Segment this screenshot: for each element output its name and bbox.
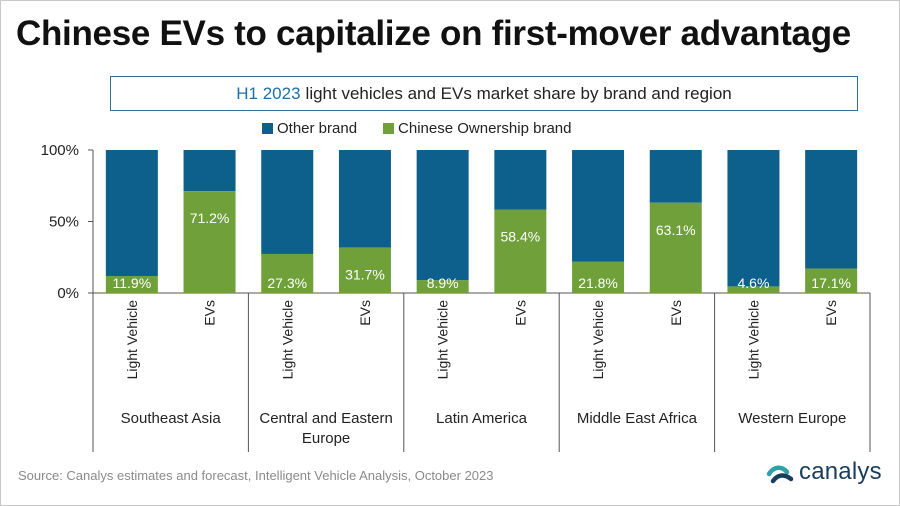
legend-swatch-other xyxy=(262,123,273,134)
bar-chinese-brand xyxy=(649,202,702,293)
legend-item-other: Other brand xyxy=(262,120,357,137)
region-label: Central and Eastern Europe xyxy=(259,410,392,447)
region-label: Southeast Asia xyxy=(121,410,222,427)
subtitle-text: light vehicles and EVs market share by b… xyxy=(305,83,732,103)
bar-chinese-brand xyxy=(805,268,858,293)
canalys-logo-text: canalys xyxy=(799,458,882,485)
bar-chinese-brand xyxy=(416,280,469,293)
category-label: Light Vehicle xyxy=(435,300,451,380)
bar-chinese-brand xyxy=(183,191,236,293)
chart-title: Chinese EVs to capitalize on first-mover… xyxy=(16,14,851,53)
bar-data-label: 27.3% xyxy=(267,275,307,291)
y-tick-label: 50% xyxy=(49,214,79,231)
canalys-logo: canalys xyxy=(765,457,882,487)
bar-chinese-brand xyxy=(105,275,158,293)
bar-other-brand xyxy=(105,150,158,276)
category-label: Light Vehicle xyxy=(590,300,606,380)
bar-data-label: 58.4% xyxy=(500,228,540,244)
bar-data-label: 17.1% xyxy=(811,275,851,291)
subtitle-highlight: H1 2023 xyxy=(236,83,301,103)
bar-other-brand xyxy=(261,150,314,254)
category-label: Light Vehicle xyxy=(124,300,140,380)
bar-data-label: 11.9% xyxy=(113,275,152,291)
y-tick-label: 0% xyxy=(57,285,79,302)
bar-other-brand xyxy=(416,150,469,281)
source-note: Source: Canalys estimates and forecast, … xyxy=(18,468,494,483)
bar-chinese-brand xyxy=(727,286,780,293)
bar-data-label: 31.7% xyxy=(345,267,385,283)
bar-data-label: 8.9% xyxy=(427,275,459,291)
bar-other-brand xyxy=(572,150,625,262)
stacked-bar-chart: 0% 50% 100% 11.9% Light Vehicle 71.2% EVs South… xyxy=(41,142,871,452)
legend-item-chinese: Chinese Ownership brand xyxy=(383,120,571,137)
bar-data-label: 71.2% xyxy=(190,210,230,226)
bar-other-brand xyxy=(649,150,702,203)
chart-subtitle: H1 2023 light vehicles and EVs market sh… xyxy=(110,76,858,111)
region-label: Middle East Africa xyxy=(577,410,698,427)
bar-data-label: 63.1% xyxy=(656,222,696,238)
bar-other-brand xyxy=(494,150,547,210)
legend-swatch-chinese xyxy=(383,123,395,134)
category-label: EVs xyxy=(823,300,839,326)
category-label: EVs xyxy=(202,300,218,326)
bar-data-label: 21.8% xyxy=(578,275,618,291)
category-label: EVs xyxy=(512,300,528,326)
bar-other-brand xyxy=(183,150,236,192)
bar-other-brand xyxy=(338,150,391,248)
bar-chinese-brand xyxy=(572,261,625,293)
category-label: EVs xyxy=(668,300,684,326)
region-label: Latin America xyxy=(436,410,528,427)
legend: Other brand Chinese Ownership brand xyxy=(262,120,597,137)
category-label: EVs xyxy=(357,300,373,326)
bar-other-brand xyxy=(727,150,780,287)
bar-chinese-brand xyxy=(261,253,314,293)
legend-label-other: Other brand xyxy=(277,120,358,137)
y-tick-label: 100% xyxy=(41,142,79,159)
category-label: Light Vehicle xyxy=(279,300,295,380)
category-label: Light Vehicle xyxy=(745,300,761,380)
bar-chinese-brand xyxy=(494,209,547,293)
bar-chinese-brand xyxy=(338,247,391,293)
region-label: Western Europe xyxy=(738,410,846,427)
legend-label-chinese: Chinese Ownership brand xyxy=(398,120,572,137)
bar-data-label: 4.6% xyxy=(737,275,769,291)
bar-other-brand xyxy=(805,150,858,269)
canalys-logo-icon xyxy=(766,465,794,484)
